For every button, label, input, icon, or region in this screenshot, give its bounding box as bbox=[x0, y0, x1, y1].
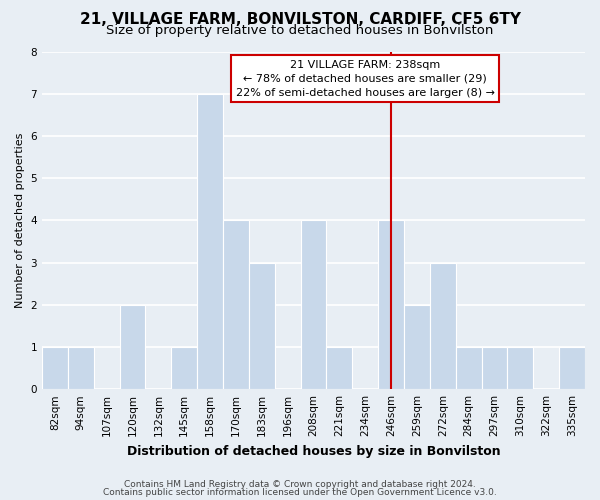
Text: 21, VILLAGE FARM, BONVILSTON, CARDIFF, CF5 6TY: 21, VILLAGE FARM, BONVILSTON, CARDIFF, C… bbox=[79, 12, 521, 28]
Bar bbox=[508, 347, 533, 389]
Bar bbox=[223, 220, 249, 389]
Y-axis label: Number of detached properties: Number of detached properties bbox=[15, 132, 25, 308]
Bar bbox=[249, 262, 275, 389]
Bar bbox=[482, 347, 508, 389]
Text: Size of property relative to detached houses in Bonvilston: Size of property relative to detached ho… bbox=[106, 24, 494, 37]
Bar bbox=[119, 305, 145, 389]
Bar bbox=[456, 347, 482, 389]
Bar bbox=[172, 347, 197, 389]
Bar bbox=[404, 305, 430, 389]
Bar bbox=[197, 94, 223, 389]
Bar bbox=[378, 220, 404, 389]
X-axis label: Distribution of detached houses by size in Bonvilston: Distribution of detached houses by size … bbox=[127, 444, 500, 458]
Text: 21 VILLAGE FARM: 238sqm
← 78% of detached houses are smaller (29)
22% of semi-de: 21 VILLAGE FARM: 238sqm ← 78% of detache… bbox=[236, 60, 494, 98]
Bar bbox=[68, 347, 94, 389]
Bar bbox=[430, 262, 456, 389]
Bar bbox=[301, 220, 326, 389]
Bar bbox=[326, 347, 352, 389]
Text: Contains public sector information licensed under the Open Government Licence v3: Contains public sector information licen… bbox=[103, 488, 497, 497]
Bar bbox=[42, 347, 68, 389]
Text: Contains HM Land Registry data © Crown copyright and database right 2024.: Contains HM Land Registry data © Crown c… bbox=[124, 480, 476, 489]
Bar bbox=[559, 347, 585, 389]
